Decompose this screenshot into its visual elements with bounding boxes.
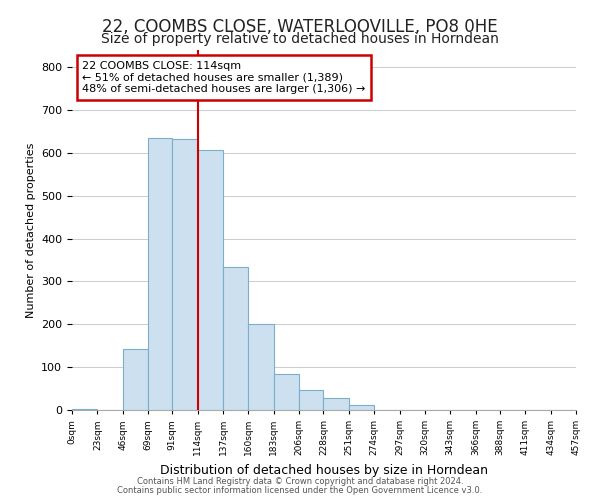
Bar (274, 374, 299, 410)
Bar (248, 324, 274, 410)
Text: Size of property relative to detached houses in Horndean: Size of property relative to detached ho… (101, 32, 499, 46)
Bar (323, 398, 349, 410)
Text: Contains public sector information licensed under the Open Government Licence v3: Contains public sector information licen… (118, 486, 482, 495)
Bar (299, 390, 323, 410)
Text: Contains HM Land Registry data © Crown copyright and database right 2024.: Contains HM Land Registry data © Crown c… (137, 477, 463, 486)
Bar (172, 139, 198, 410)
Bar (148, 138, 172, 410)
Bar (72, 408, 97, 410)
Text: 22, COOMBS CLOSE, WATERLOOVILLE, PO8 0HE: 22, COOMBS CLOSE, WATERLOOVILLE, PO8 0HE (102, 18, 498, 36)
Bar (198, 150, 223, 410)
Y-axis label: Number of detached properties: Number of detached properties (26, 142, 35, 318)
Bar (349, 405, 374, 410)
Bar (123, 349, 148, 410)
X-axis label: Distribution of detached houses by size in Horndean: Distribution of detached houses by size … (160, 464, 488, 476)
Text: 22 COOMBS CLOSE: 114sqm
← 51% of detached houses are smaller (1,389)
48% of semi: 22 COOMBS CLOSE: 114sqm ← 51% of detache… (82, 61, 365, 94)
Bar (223, 268, 248, 410)
